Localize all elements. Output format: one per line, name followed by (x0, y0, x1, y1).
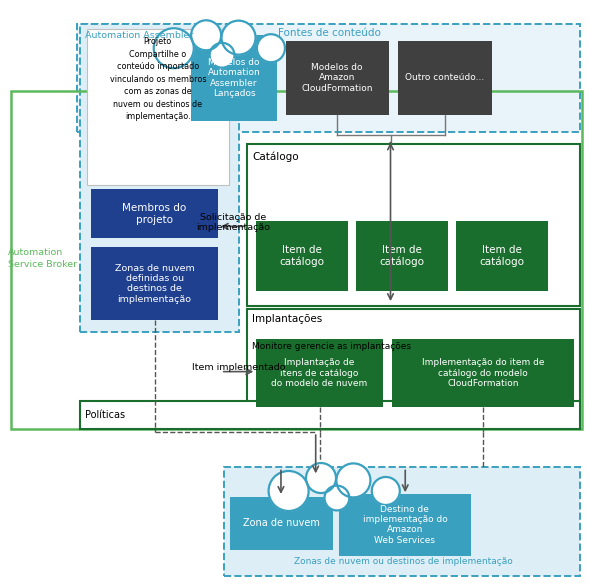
Circle shape (210, 43, 234, 68)
Text: Item de
catálogo: Item de catálogo (479, 245, 525, 267)
FancyBboxPatch shape (456, 220, 548, 291)
FancyBboxPatch shape (398, 41, 492, 115)
Text: Implementação do item de
catálogo do modelo
CloudFormation: Implementação do item de catálogo do mod… (422, 358, 544, 388)
FancyBboxPatch shape (286, 41, 389, 115)
Circle shape (154, 28, 194, 68)
Circle shape (257, 34, 285, 62)
Text: Monitore gerencie as implantações: Monitore gerencie as implantações (252, 342, 411, 351)
Circle shape (221, 21, 256, 55)
Text: Zonas de nuvem
definidas ou
destinos de
implementação: Zonas de nuvem definidas ou destinos de … (115, 263, 194, 304)
FancyBboxPatch shape (80, 401, 580, 429)
FancyBboxPatch shape (339, 494, 471, 556)
FancyBboxPatch shape (356, 220, 448, 291)
Text: Projeto
Compartilhe o
conteúdo importado
vinculando os membros
com as zonas de
n: Projeto Compartilhe o conteúdo importado… (110, 37, 206, 121)
Text: Modelos do
Automation
Assembler
Lançados: Modelos do Automation Assembler Lançados (208, 58, 260, 98)
Circle shape (325, 486, 349, 510)
Text: Catálogo: Catálogo (252, 151, 299, 162)
Text: Zona de nuvem: Zona de nuvem (243, 518, 320, 529)
Text: Item implementado: Item implementado (192, 363, 285, 372)
Text: Fontes de conteúdo: Fontes de conteúdo (279, 28, 381, 38)
FancyBboxPatch shape (91, 247, 218, 320)
FancyBboxPatch shape (191, 35, 277, 121)
Text: Item de
catálogo: Item de catálogo (279, 245, 325, 267)
FancyBboxPatch shape (91, 189, 218, 238)
FancyBboxPatch shape (247, 309, 580, 417)
Text: Zonas de nuvem ou destinos de implementação: Zonas de nuvem ou destinos de implementa… (294, 557, 513, 566)
Text: Implantação de
itens de catálogo
do modelo de nuvem: Implantação de itens de catálogo do mode… (272, 358, 368, 388)
FancyBboxPatch shape (392, 339, 574, 407)
FancyBboxPatch shape (247, 144, 580, 306)
FancyBboxPatch shape (77, 24, 580, 132)
FancyBboxPatch shape (256, 339, 383, 407)
Text: Implantações: Implantações (252, 314, 322, 324)
FancyBboxPatch shape (224, 467, 580, 576)
Text: Solicitação de
implementação: Solicitação de implementação (196, 213, 270, 232)
Text: Modelos do
Amazon
CloudFormation: Modelos do Amazon CloudFormation (302, 63, 373, 93)
Circle shape (372, 477, 400, 505)
Text: Membros do
projeto: Membros do projeto (123, 203, 187, 225)
Circle shape (269, 471, 309, 511)
Text: Automation Assembler: Automation Assembler (85, 31, 194, 40)
FancyBboxPatch shape (256, 220, 348, 291)
FancyBboxPatch shape (80, 24, 239, 332)
Circle shape (336, 463, 370, 497)
Text: Automation
Service Broker: Automation Service Broker (8, 248, 77, 269)
FancyBboxPatch shape (87, 29, 229, 185)
Text: Item de
catálogo: Item de catálogo (379, 245, 425, 267)
Circle shape (306, 463, 336, 493)
Text: Políticas: Políticas (85, 409, 125, 420)
Text: Destino de
implementação do
Amazon
Web Services: Destino de implementação do Amazon Web S… (363, 505, 447, 545)
Circle shape (191, 20, 221, 51)
Text: Outro conteúdo...: Outro conteúdo... (405, 74, 484, 82)
FancyBboxPatch shape (230, 497, 333, 550)
